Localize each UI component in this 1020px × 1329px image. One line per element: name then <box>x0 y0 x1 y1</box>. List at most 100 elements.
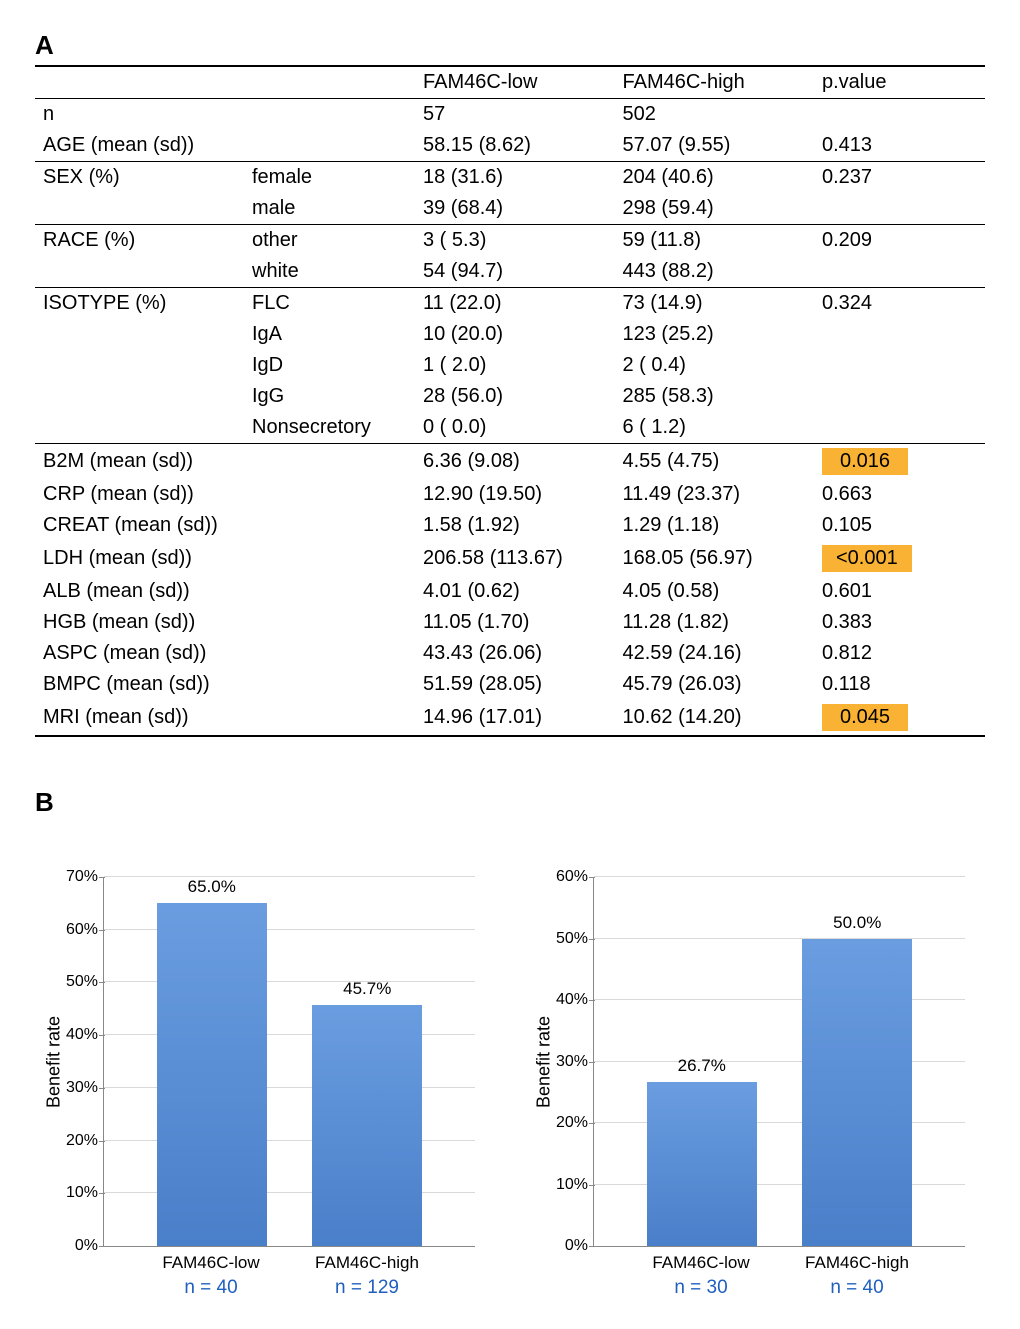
n-label: n = 40 <box>802 1277 912 1299</box>
y-tick: 0% <box>544 1237 588 1255</box>
cell-pvalue <box>814 381 985 412</box>
row-label: SEX (%) <box>35 162 244 194</box>
bar-value-label: 65.0% <box>188 877 236 897</box>
table-row: n57502 <box>35 99 985 131</box>
cell-low: 57 <box>415 99 615 131</box>
cell-pvalue <box>814 412 985 444</box>
row-label: AGE (mean (sd)) <box>35 130 244 162</box>
table-row: white54 (94.7)443 (88.2) <box>35 256 985 288</box>
cell-low: 3 ( 5.3) <box>415 225 615 257</box>
table-header-row: FAM46C-low FAM46C-high p.value <box>35 66 985 99</box>
table-row: ISOTYPE (%)FLC11 (22.0)73 (14.9)0.324 <box>35 288 985 320</box>
y-tick: 70% <box>54 868 98 886</box>
x-category-label: FAM46C-high <box>802 1253 912 1273</box>
cell-high: 168.05 (56.97) <box>615 541 815 576</box>
x-category-label: FAM46C-high <box>312 1253 422 1273</box>
row-label: ISOTYPE (%) <box>35 288 244 320</box>
row-label <box>35 381 244 412</box>
x-category-label: FAM46C-low <box>646 1253 756 1273</box>
n-label: n = 40 <box>156 1277 266 1299</box>
y-tick: 10% <box>544 1176 588 1194</box>
cell-high: 443 (88.2) <box>615 256 815 288</box>
cell-pvalue <box>814 350 985 381</box>
cell-high: 1.29 (1.18) <box>615 510 815 541</box>
cell-low: 51.59 (28.05) <box>415 669 615 700</box>
row-label: ALB (mean (sd)) <box>35 576 244 607</box>
row-sublabel: IgD <box>244 350 415 381</box>
table-row: IgA10 (20.0)123 (25.2) <box>35 319 985 350</box>
cell-high: 57.07 (9.55) <box>615 130 815 162</box>
table-row: IgD1 ( 2.0)2 ( 0.4) <box>35 350 985 381</box>
y-tick: 30% <box>544 1053 588 1071</box>
plot-area: Benefit rate0%10%20%30%40%50%60%26.7%50.… <box>593 877 965 1247</box>
table-row: MRI (mean (sd))14.96 (17.01)10.62 (14.20… <box>35 700 985 736</box>
row-sublabel: male <box>244 193 415 225</box>
pvalue-highlight: 0.045 <box>822 704 908 731</box>
y-tick: 40% <box>54 1026 98 1044</box>
cell-pvalue: 0.209 <box>814 225 985 257</box>
bars-group: 26.7%50.0% <box>594 877 965 1246</box>
table-row: CREAT (mean (sd)) 1.58 (1.92)1.29 (1.18)0… <box>35 510 985 541</box>
cell-pvalue: 0.383 <box>814 607 985 638</box>
y-tick: 40% <box>544 991 588 1009</box>
row-label: n <box>35 99 244 131</box>
n-labels: n = 30n = 40 <box>593 1273 965 1299</box>
row-sublabel <box>244 541 415 576</box>
bar-value-label: 26.7% <box>678 1056 726 1076</box>
row-sublabel <box>244 510 415 541</box>
cell-low: 39 (68.4) <box>415 193 615 225</box>
y-tick: 60% <box>544 868 588 886</box>
cell-low: 10 (20.0) <box>415 319 615 350</box>
cell-high: 6 ( 1.2) <box>615 412 815 444</box>
cell-high: 2 ( 0.4) <box>615 350 815 381</box>
row-label <box>35 256 244 288</box>
bar: 65.0% <box>157 903 267 1246</box>
y-tick: 0% <box>54 1237 98 1255</box>
bar-chart: Benefit rate0%10%20%30%40%50%60%70%65.0%… <box>45 877 475 1299</box>
row-label: RACE (%) <box>35 225 244 257</box>
row-sublabel <box>244 99 415 131</box>
cell-pvalue <box>814 256 985 288</box>
row-sublabel <box>244 444 415 480</box>
cell-low: 54 (94.7) <box>415 256 615 288</box>
cell-low: 0 ( 0.0) <box>415 412 615 444</box>
row-sublabel <box>244 607 415 638</box>
bar: 45.7% <box>312 1005 422 1246</box>
cell-pvalue: 0.663 <box>814 479 985 510</box>
charts-container: Benefit rate0%10%20%30%40%50%60%70%65.0%… <box>35 877 985 1299</box>
cell-high: 11.49 (23.37) <box>615 479 815 510</box>
cell-low: 1.58 (1.92) <box>415 510 615 541</box>
cell-high: 285 (58.3) <box>615 381 815 412</box>
n-label: n = 129 <box>312 1277 422 1299</box>
row-label: MRI (mean (sd)) <box>35 700 244 736</box>
bars-group: 65.0% 45.7% <box>104 877 475 1246</box>
row-label: B2M (mean (sd)) <box>35 444 244 480</box>
cell-pvalue: 0.016 <box>814 444 985 480</box>
table-row: CRP (mean (sd))12.90 (19.50)11.49 (23.37… <box>35 479 985 510</box>
plot-area: Benefit rate0%10%20%30%40%50%60%70%65.0%… <box>103 877 475 1247</box>
pvalue-highlight: <0.001 <box>822 545 912 572</box>
y-tick: 50% <box>54 973 98 991</box>
row-label: CREAT (mean (sd)) <box>35 510 244 541</box>
cell-high: 45.79 (26.03) <box>615 669 815 700</box>
row-sublabel <box>244 669 415 700</box>
row-sublabel: IgA <box>244 319 415 350</box>
bar-chart: Benefit rate0%10%20%30%40%50%60%26.7%50.… <box>535 877 965 1299</box>
cell-pvalue <box>814 99 985 131</box>
cell-pvalue: 0.105 <box>814 510 985 541</box>
cell-pvalue: 0.118 <box>814 669 985 700</box>
row-sublabel <box>244 700 415 736</box>
row-label: CRP (mean (sd)) <box>35 479 244 510</box>
cell-high: 11.28 (1.82) <box>615 607 815 638</box>
x-categories: FAM46C-low FAM46C-high <box>593 1247 965 1273</box>
cell-high: 42.59 (24.16) <box>615 638 815 669</box>
row-label <box>35 193 244 225</box>
row-sublabel <box>244 638 415 669</box>
cell-pvalue <box>814 193 985 225</box>
cell-low: 206.58 (113.67) <box>415 541 615 576</box>
cell-low: 28 (56.0) <box>415 381 615 412</box>
table-row: male39 (68.4)298 (59.4) <box>35 193 985 225</box>
bar: 26.7% <box>647 1082 757 1246</box>
row-sublabel: other <box>244 225 415 257</box>
table-row: ALB (mean (sd))4.01 (0.62)4.05 (0.58)0.6… <box>35 576 985 607</box>
